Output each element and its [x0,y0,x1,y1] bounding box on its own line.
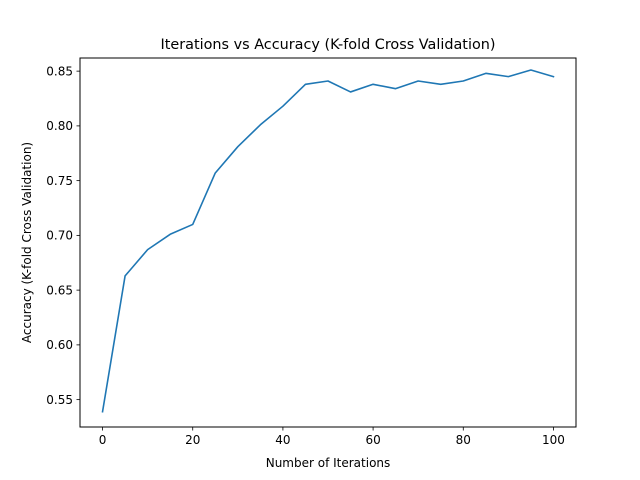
x-axis-label: Number of Iterations [266,456,391,470]
x-tick-label: 60 [365,433,380,447]
y-tick-label: 0.80 [46,119,73,133]
accuracy-series-line [101,69,555,413]
x-tick-label: 0 [99,433,107,447]
y-tick-label: 0.60 [46,338,73,352]
x-tick-label: 100 [542,433,565,447]
y-tick-label: 0.55 [46,393,73,407]
x-tick-label: 20 [185,433,200,447]
y-tick-label: 0.65 [46,283,73,297]
plot-area [101,69,555,413]
x-tick-label: 80 [456,433,471,447]
axis-ticks: 0 20 40 60 80 100 0.55 0.60 0.65 0.70 0.75 0.80 0.85 [46,64,565,447]
chart-title: Iterations vs Accuracy (K-fold Cross Val… [161,37,496,53]
y-tick-label: 0.85 [46,64,73,78]
x-tick-label: 40 [275,433,290,447]
y-tick-label: 0.70 [46,229,73,243]
y-tick-label: 0.75 [46,174,73,188]
axes-frame [79,57,577,428]
y-axis-label: Accuracy (K-fold Cross Validation) [20,142,34,343]
